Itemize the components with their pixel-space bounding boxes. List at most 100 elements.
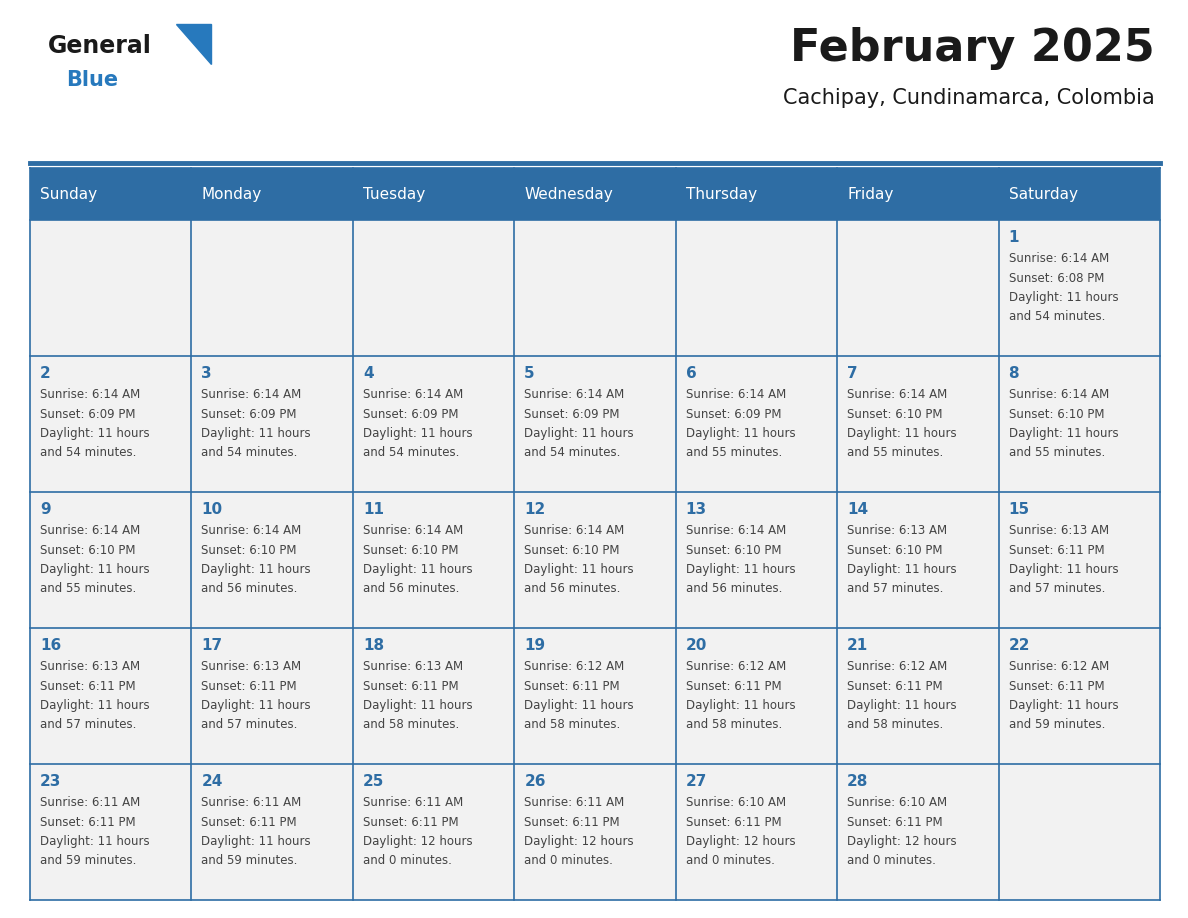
Text: Daylight: 11 hours: Daylight: 11 hours: [362, 563, 473, 576]
Text: Daylight: 12 hours: Daylight: 12 hours: [847, 835, 956, 848]
Text: and 57 minutes.: and 57 minutes.: [40, 719, 137, 732]
Text: Sunrise: 6:12 AM: Sunrise: 6:12 AM: [847, 660, 947, 673]
Bar: [30, 764, 191, 900]
Bar: [838, 492, 999, 628]
Text: Sunset: 6:11 PM: Sunset: 6:11 PM: [40, 815, 135, 829]
Bar: [30, 168, 191, 220]
Bar: [676, 764, 838, 900]
Text: Blue: Blue: [67, 70, 118, 90]
Bar: [838, 764, 999, 900]
Bar: [999, 492, 1159, 628]
Text: 7: 7: [847, 366, 858, 381]
Text: Daylight: 11 hours: Daylight: 11 hours: [202, 699, 311, 712]
Text: 14: 14: [847, 502, 868, 517]
Text: Sunrise: 6:12 AM: Sunrise: 6:12 AM: [524, 660, 625, 673]
Text: 16: 16: [40, 638, 62, 653]
Text: Daylight: 11 hours: Daylight: 11 hours: [847, 699, 956, 712]
Bar: [191, 168, 353, 220]
Text: and 58 minutes.: and 58 minutes.: [685, 719, 782, 732]
Text: Sunrise: 6:11 AM: Sunrise: 6:11 AM: [362, 796, 463, 809]
Text: and 59 minutes.: and 59 minutes.: [202, 855, 298, 868]
Text: Daylight: 11 hours: Daylight: 11 hours: [1009, 699, 1118, 712]
Text: Daylight: 11 hours: Daylight: 11 hours: [847, 427, 956, 440]
Text: Sunset: 6:09 PM: Sunset: 6:09 PM: [685, 408, 782, 420]
Text: and 56 minutes.: and 56 minutes.: [202, 583, 298, 596]
Text: Sunrise: 6:13 AM: Sunrise: 6:13 AM: [1009, 524, 1108, 537]
Bar: [999, 220, 1159, 356]
Text: and 56 minutes.: and 56 minutes.: [685, 583, 782, 596]
Text: and 58 minutes.: and 58 minutes.: [524, 719, 620, 732]
Text: and 56 minutes.: and 56 minutes.: [362, 583, 460, 596]
Text: 10: 10: [202, 502, 222, 517]
Bar: [676, 168, 838, 220]
Text: 5: 5: [524, 366, 535, 381]
Text: Sunset: 6:11 PM: Sunset: 6:11 PM: [1009, 543, 1104, 556]
Text: Sunset: 6:09 PM: Sunset: 6:09 PM: [40, 408, 135, 420]
Text: 19: 19: [524, 638, 545, 653]
Text: Daylight: 11 hours: Daylight: 11 hours: [524, 427, 634, 440]
Text: Sunrise: 6:12 AM: Sunrise: 6:12 AM: [685, 660, 786, 673]
Text: Daylight: 11 hours: Daylight: 11 hours: [362, 699, 473, 712]
Text: Sunrise: 6:13 AM: Sunrise: 6:13 AM: [362, 660, 463, 673]
Text: and 56 minutes.: and 56 minutes.: [524, 583, 620, 596]
Text: and 54 minutes.: and 54 minutes.: [1009, 310, 1105, 323]
Text: Sunset: 6:10 PM: Sunset: 6:10 PM: [847, 543, 942, 556]
Bar: [191, 220, 353, 356]
Text: 12: 12: [524, 502, 545, 517]
Text: Sunrise: 6:14 AM: Sunrise: 6:14 AM: [202, 524, 302, 537]
Text: Sunrise: 6:14 AM: Sunrise: 6:14 AM: [40, 524, 140, 537]
Bar: [30, 220, 191, 356]
Text: 26: 26: [524, 774, 545, 789]
Text: Daylight: 11 hours: Daylight: 11 hours: [202, 427, 311, 440]
Text: Sunrise: 6:14 AM: Sunrise: 6:14 AM: [362, 524, 463, 537]
Text: Sunset: 6:10 PM: Sunset: 6:10 PM: [40, 543, 135, 556]
Text: Sunset: 6:11 PM: Sunset: 6:11 PM: [202, 815, 297, 829]
Text: 6: 6: [685, 366, 696, 381]
Text: Sunrise: 6:14 AM: Sunrise: 6:14 AM: [202, 388, 302, 401]
Bar: [514, 168, 676, 220]
Text: Sunset: 6:10 PM: Sunset: 6:10 PM: [685, 543, 782, 556]
Bar: [353, 764, 514, 900]
Text: 15: 15: [1009, 502, 1030, 517]
Text: Sunset: 6:11 PM: Sunset: 6:11 PM: [1009, 679, 1104, 692]
Text: 22: 22: [1009, 638, 1030, 653]
Text: Daylight: 12 hours: Daylight: 12 hours: [685, 835, 795, 848]
Text: Daylight: 11 hours: Daylight: 11 hours: [1009, 427, 1118, 440]
Bar: [838, 628, 999, 764]
Bar: [999, 628, 1159, 764]
Text: and 55 minutes.: and 55 minutes.: [847, 446, 943, 460]
Bar: [353, 220, 514, 356]
Text: 11: 11: [362, 502, 384, 517]
Text: Monday: Monday: [202, 186, 261, 201]
Text: and 55 minutes.: and 55 minutes.: [1009, 446, 1105, 460]
Text: Sunset: 6:11 PM: Sunset: 6:11 PM: [524, 679, 620, 692]
Text: 3: 3: [202, 366, 211, 381]
Text: Sunrise: 6:14 AM: Sunrise: 6:14 AM: [1009, 388, 1108, 401]
Text: Sunset: 6:11 PM: Sunset: 6:11 PM: [524, 815, 620, 829]
Text: 4: 4: [362, 366, 373, 381]
Text: 13: 13: [685, 502, 707, 517]
Text: Sunset: 6:10 PM: Sunset: 6:10 PM: [362, 543, 459, 556]
Text: Daylight: 11 hours: Daylight: 11 hours: [685, 427, 795, 440]
Bar: [191, 764, 353, 900]
Text: Sunset: 6:08 PM: Sunset: 6:08 PM: [1009, 272, 1104, 285]
Text: Daylight: 12 hours: Daylight: 12 hours: [362, 835, 473, 848]
Text: and 55 minutes.: and 55 minutes.: [685, 446, 782, 460]
Bar: [353, 356, 514, 492]
Text: Daylight: 11 hours: Daylight: 11 hours: [524, 563, 634, 576]
Text: and 54 minutes.: and 54 minutes.: [362, 446, 460, 460]
Bar: [514, 220, 676, 356]
Text: and 54 minutes.: and 54 minutes.: [524, 446, 620, 460]
Text: Saturday: Saturday: [1009, 186, 1078, 201]
Text: and 54 minutes.: and 54 minutes.: [202, 446, 298, 460]
Text: Sunrise: 6:14 AM: Sunrise: 6:14 AM: [685, 524, 786, 537]
Text: Sunrise: 6:11 AM: Sunrise: 6:11 AM: [202, 796, 302, 809]
Text: Sunrise: 6:10 AM: Sunrise: 6:10 AM: [847, 796, 947, 809]
Bar: [838, 356, 999, 492]
Bar: [676, 492, 838, 628]
Text: 25: 25: [362, 774, 384, 789]
Text: Daylight: 11 hours: Daylight: 11 hours: [1009, 563, 1118, 576]
Text: Sunset: 6:11 PM: Sunset: 6:11 PM: [362, 815, 459, 829]
Text: and 0 minutes.: and 0 minutes.: [685, 855, 775, 868]
Text: Sunrise: 6:14 AM: Sunrise: 6:14 AM: [524, 524, 625, 537]
